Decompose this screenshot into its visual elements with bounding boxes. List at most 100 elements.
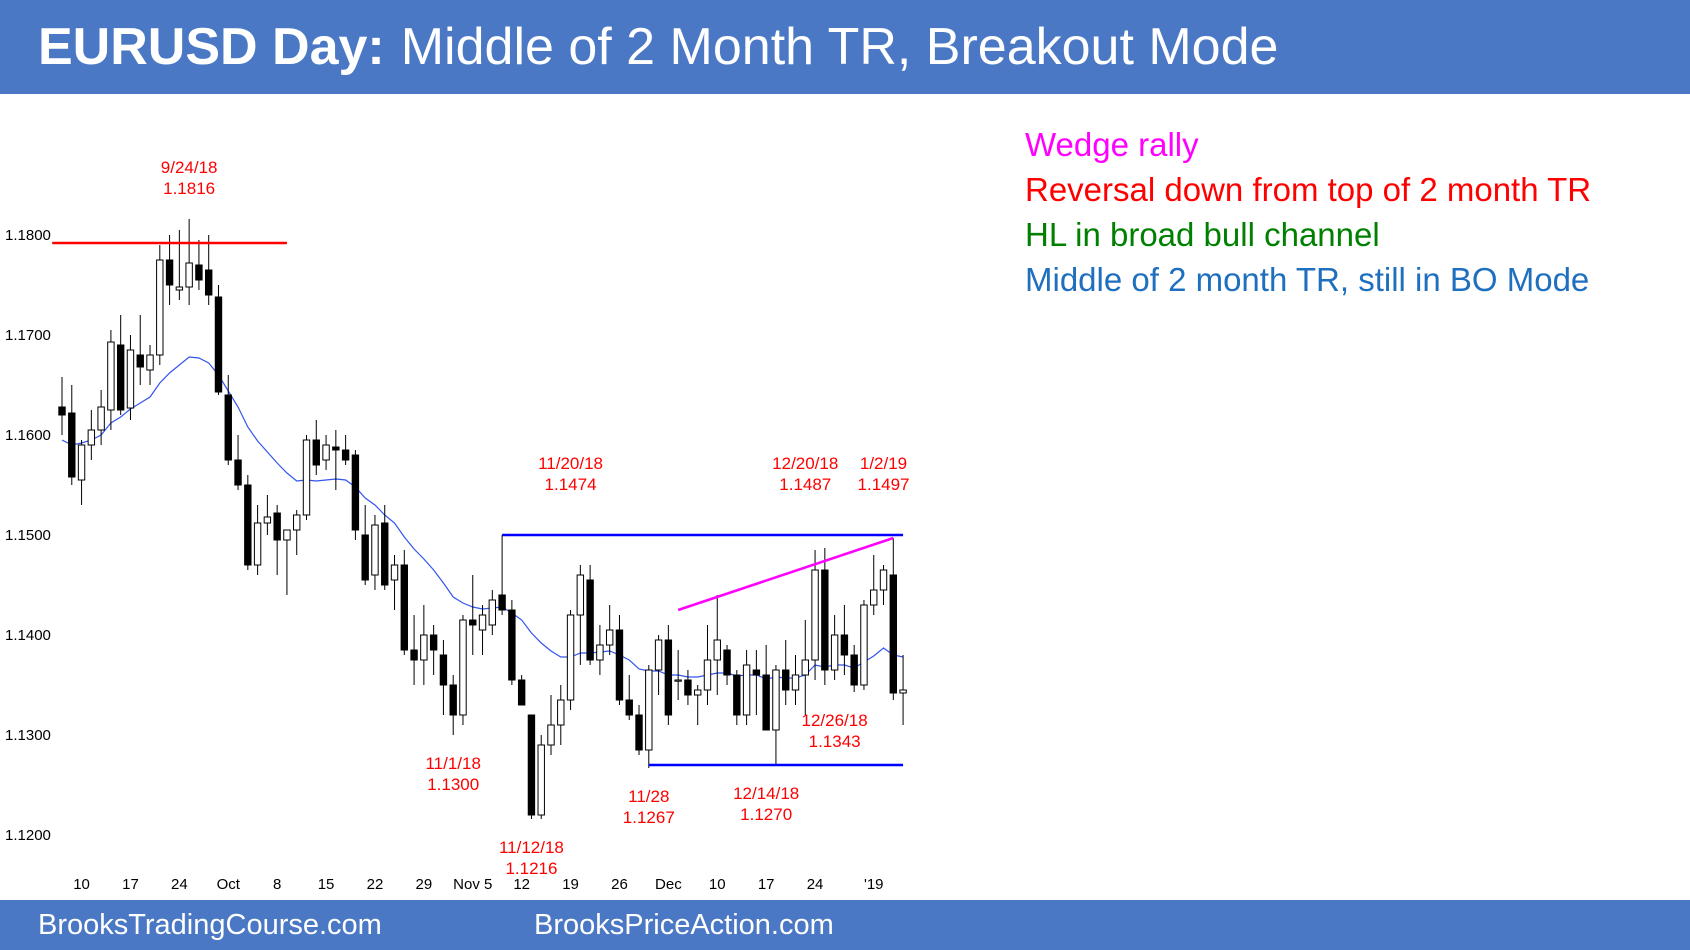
candle	[654, 635, 663, 695]
candle-body	[576, 574, 585, 616]
candle-body	[351, 454, 360, 531]
candle	[77, 440, 86, 505]
price-annotation-label: 11/1/18	[425, 754, 480, 773]
candle-body	[156, 259, 164, 356]
candle-body	[508, 609, 516, 681]
footer-link-price-action[interactable]: BrooksPriceAction.com	[534, 909, 834, 941]
y-tick-label: 1.1600	[5, 427, 51, 444]
candle	[752, 650, 761, 715]
candle-body	[870, 589, 878, 606]
candle	[136, 315, 144, 385]
candle	[410, 615, 418, 685]
candle-body	[390, 564, 399, 581]
candle-body	[97, 406, 105, 431]
candle-body	[116, 344, 125, 411]
candle	[576, 565, 585, 665]
candle	[478, 605, 487, 655]
candle-body	[547, 724, 555, 746]
x-tick-label: 24	[807, 876, 824, 893]
candle-body	[517, 679, 526, 706]
candle-body	[645, 669, 653, 751]
candle	[58, 377, 66, 435]
candle-body	[459, 619, 467, 716]
candle-body	[488, 599, 497, 626]
candle	[733, 670, 741, 725]
candle-body	[429, 634, 438, 651]
candle-body	[449, 684, 457, 716]
candle-body	[371, 524, 379, 576]
candle-body	[527, 714, 536, 816]
candlestick-chart: 1.1800 1.1700 1.1600 1.1500 1.1400 1.1300 1.12…	[5, 158, 910, 893]
candle-body	[684, 679, 692, 696]
candle-body	[273, 512, 281, 541]
candle-body	[293, 514, 301, 531]
candle-body	[879, 569, 888, 591]
candle	[195, 240, 203, 290]
x-axis: 10 17 24 Oct 8 15 22 29 Nov 5 12 19 26 Dec 10 17 24 '19	[73, 876, 883, 893]
note-breakout-mode: Middle of 2 month TR, still in BO Mode	[1025, 261, 1590, 298]
candle-body	[185, 262, 193, 288]
candle-body	[58, 406, 66, 416]
price-annotation-label: 1.1343	[809, 732, 861, 751]
candle	[840, 605, 849, 675]
candle-body	[654, 639, 663, 671]
x-tick-label: Nov 5	[453, 876, 492, 893]
x-tick-label: Oct	[217, 876, 241, 893]
price-annotation-label: 12/20/18	[772, 454, 838, 473]
price-annotation-label: 11/20/18	[538, 454, 603, 473]
x-tick-label: 10	[73, 876, 90, 893]
candle	[684, 670, 692, 705]
y-axis: 1.1800 1.1700 1.1600 1.1500 1.1400 1.1300 1.12…	[5, 227, 51, 844]
candle	[283, 529, 291, 595]
candle-body	[674, 679, 682, 682]
candle-body	[126, 349, 135, 409]
candle	[762, 645, 770, 731]
x-tick-label: 26	[611, 876, 628, 893]
candle	[400, 550, 409, 655]
candle-body	[615, 629, 624, 701]
candle-body	[420, 634, 428, 661]
price-annotation-label: 1.1497	[858, 475, 910, 494]
candle	[469, 575, 477, 655]
candle-body	[782, 669, 790, 691]
candle-body	[263, 516, 272, 524]
candle-body	[302, 439, 311, 516]
x-tick-label: 17	[122, 876, 139, 893]
candle	[439, 640, 448, 715]
candle-body	[381, 522, 389, 586]
candle	[742, 650, 751, 725]
candle-body	[224, 394, 232, 461]
candle	[498, 561, 506, 615]
candle	[782, 640, 790, 705]
candle	[205, 235, 213, 305]
candle	[772, 665, 780, 765]
candle-body	[537, 744, 545, 816]
candle	[116, 315, 125, 415]
candle-body	[478, 614, 487, 631]
price-annotation-label: 1.1816	[163, 179, 215, 198]
candle-body	[146, 354, 154, 371]
candle-body	[850, 654, 858, 686]
candle	[615, 615, 624, 705]
candle-body	[175, 286, 184, 291]
candle	[146, 345, 154, 385]
candle	[811, 550, 819, 680]
candle-body	[205, 269, 213, 296]
price-annotation-label: 1/2/19	[860, 454, 907, 473]
footer-link-trading-course[interactable]: BrooksTradingCourse.com	[38, 909, 382, 941]
price-annotation-label: 1.1267	[623, 808, 675, 827]
candle-body	[713, 639, 721, 661]
candle-body	[733, 674, 741, 716]
candle	[635, 705, 643, 755]
candle-body	[361, 534, 369, 581]
price-annotation-label: 9/24/18	[161, 158, 218, 177]
x-tick-label: 22	[367, 876, 384, 893]
price-annotation-label: 1.1487	[779, 475, 831, 494]
price-annotation-label: 12/14/18	[733, 784, 799, 803]
candle-body	[107, 341, 115, 411]
x-tick-label: Dec	[655, 876, 682, 893]
candle	[879, 565, 888, 605]
x-tick-label: 29	[416, 876, 433, 893]
candle-body	[214, 296, 223, 393]
candle	[488, 590, 497, 635]
